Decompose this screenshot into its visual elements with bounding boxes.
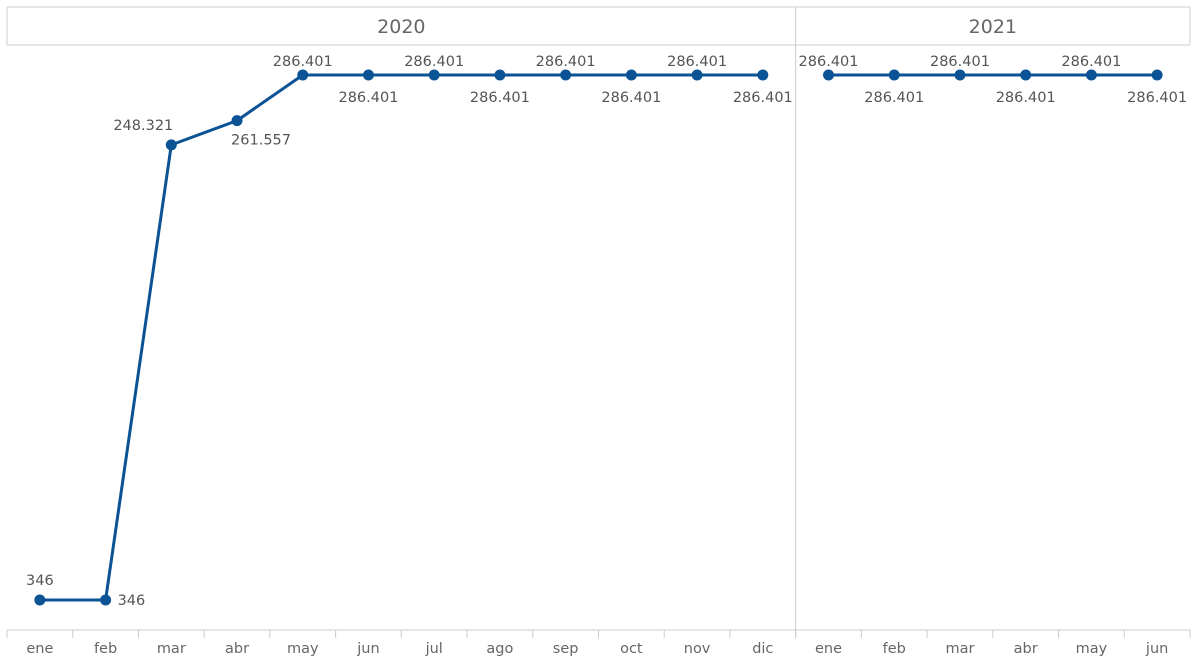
- data-label-2020-jun: 286.401: [338, 90, 398, 106]
- data-label-2020-mar: 248.321: [113, 118, 173, 134]
- month-label-2020-ene: ene: [26, 641, 53, 657]
- month-label-2021-feb: feb: [883, 641, 906, 657]
- data-label-2020-oct: 286.401: [601, 90, 661, 106]
- data-point-2020-may: [297, 69, 309, 81]
- data-point-2021-jun: [1151, 69, 1163, 81]
- data-label-2021-jun: 286.401: [1127, 90, 1187, 106]
- month-label-2021-may: may: [1076, 641, 1108, 657]
- data-point-2021-mar: [954, 69, 966, 81]
- month-label-2020-may: may: [287, 641, 319, 657]
- data-point-2021-may: [1085, 69, 1097, 81]
- year-label-2020: 2020: [377, 16, 425, 38]
- year-label-2021: 2021: [969, 16, 1017, 38]
- data-label-2020-nov: 286.401: [667, 54, 727, 70]
- data-point-2021-feb: [888, 69, 900, 81]
- data-label-2020-sep: 286.401: [536, 54, 596, 70]
- data-point-2020-feb: [100, 594, 112, 606]
- data-point-2020-abr: [231, 115, 243, 127]
- data-point-2021-ene: [823, 69, 835, 81]
- data-point-2021-abr: [1020, 69, 1032, 81]
- month-label-2020-nov: nov: [684, 641, 711, 657]
- data-label-2021-mar: 286.401: [930, 54, 990, 70]
- data-label-2020-abr: 261.557: [231, 133, 291, 149]
- data-label-2021-abr: 286.401: [996, 90, 1056, 106]
- month-label-2020-dic: dic: [752, 641, 773, 657]
- data-point-2020-oct: [625, 69, 637, 81]
- month-label-2021-mar: mar: [945, 641, 974, 657]
- data-point-2020-nov: [691, 69, 703, 81]
- month-label-2020-oct: oct: [620, 641, 643, 657]
- data-point-2020-mar: [165, 139, 177, 151]
- data-point-2020-dic: [757, 69, 769, 81]
- month-label-2020-jun: jun: [356, 641, 379, 657]
- month-label-2020-sep: sep: [553, 641, 579, 657]
- month-label-2021-jun: jun: [1145, 641, 1168, 657]
- month-label-2020-feb: feb: [94, 641, 117, 657]
- data-label-2021-ene: 286.401: [799, 54, 859, 70]
- data-label-2021-feb: 286.401: [864, 90, 924, 106]
- data-point-2020-sep: [560, 69, 572, 81]
- data-point-2020-jun: [362, 69, 374, 81]
- data-label-2020-jul: 286.401: [404, 54, 464, 70]
- data-label-2020-dic: 286.401: [733, 90, 793, 106]
- data-label-2020-ene: 346: [26, 573, 54, 589]
- data-label-2021-may: 286.401: [1061, 54, 1121, 70]
- data-label-2020-feb: 346: [118, 593, 146, 609]
- series-line-2020: [39, 73, 763, 602]
- data-label-2020-ago: 286.401: [470, 90, 530, 106]
- data-label-2020-may: 286.401: [273, 54, 333, 70]
- month-label-2021-ene: ene: [815, 641, 842, 657]
- month-label-2020-mar: mar: [157, 641, 186, 657]
- month-label-2020-jul: jul: [425, 641, 443, 657]
- month-label-2020-ago: ago: [486, 641, 513, 657]
- month-label-2021-abr: abr: [1014, 641, 1038, 657]
- data-point-2020-jul: [428, 69, 440, 81]
- data-point-2020-ene: [34, 594, 46, 606]
- month-label-2020-abr: abr: [225, 641, 249, 657]
- data-point-2020-ago: [494, 69, 506, 81]
